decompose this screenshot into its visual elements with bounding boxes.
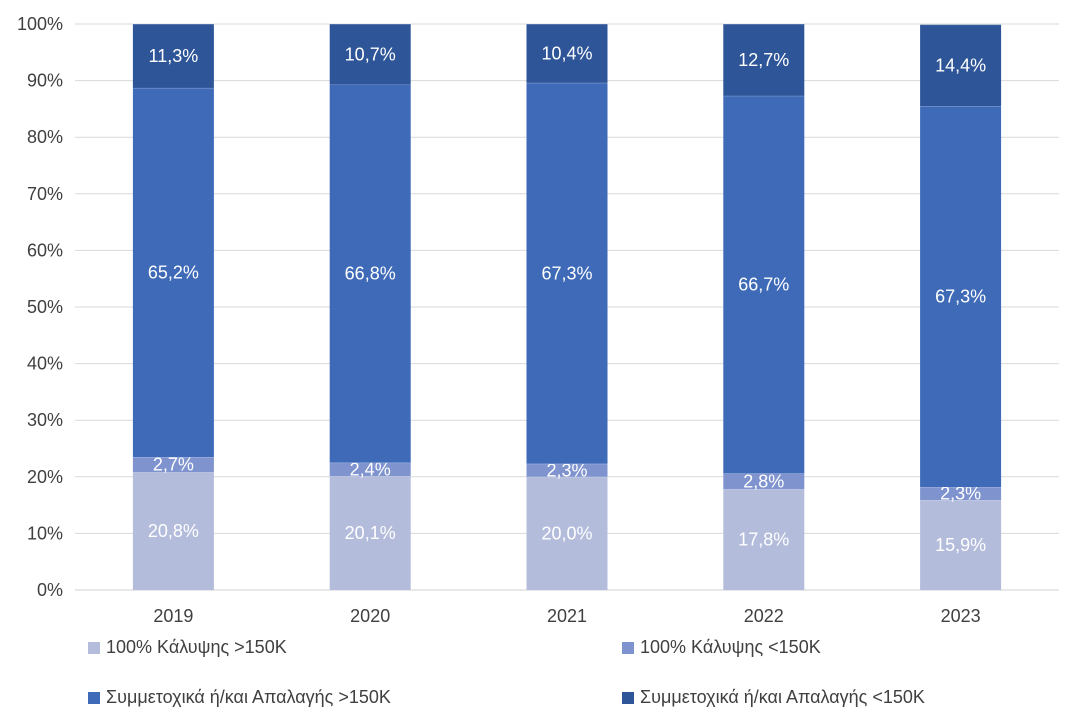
data-label: 2,3% [940,483,981,503]
x-tick-label: 2019 [153,606,193,626]
bar-segment [329,462,411,477]
y-tick-label: 80% [27,127,63,147]
bar-segment [132,24,214,88]
data-label: 2,4% [350,459,391,479]
data-label: 20,0% [541,523,592,543]
y-tick-label: 90% [27,71,63,91]
data-label: 65,2% [148,262,199,282]
bar-segment [526,463,608,477]
bar-segment [920,500,1002,590]
data-label: 2,3% [546,460,587,480]
y-tick-label: 100% [17,14,63,34]
bar-segment [526,82,608,464]
data-label: 67,3% [541,263,592,283]
y-tick-label: 30% [27,410,63,430]
bar-segment [132,472,214,590]
y-tick-label: 40% [27,354,63,374]
x-tick-label: 2023 [941,606,981,626]
bar-segment [920,486,1002,501]
bar-segment [723,489,805,590]
bar-segment [329,84,411,463]
data-label: 20,8% [148,521,199,541]
bar-segment [723,473,805,490]
bar-segment [526,476,608,590]
data-label: 2,8% [743,471,784,491]
data-label: 10,4% [541,43,592,63]
data-label: 15,9% [935,535,986,555]
data-label: 10,7% [345,44,396,64]
bar-segment [723,24,805,96]
x-tick-label: 2022 [744,606,784,626]
bar-segment [920,24,1002,107]
data-label: 2,7% [153,455,194,475]
data-label: 14,4% [935,55,986,75]
y-tick-label: 20% [27,467,63,487]
bar-segment [132,87,214,457]
data-label: 17,8% [738,530,789,550]
y-tick-label: 10% [27,523,63,543]
x-tick-label: 2020 [350,606,390,626]
y-tick-label: 70% [27,184,63,204]
data-label: 20,1% [345,523,396,543]
y-tick-label: 50% [27,297,63,317]
y-tick-label: 0% [37,580,63,600]
bar-segment [920,106,1002,487]
y-tick-label: 60% [27,240,63,260]
bar-segment [329,476,411,590]
bar-segment [526,24,608,83]
bar-segment [132,456,214,473]
x-tick-label: 2021 [547,606,587,626]
data-label: 12,7% [738,50,789,70]
data-label: 66,7% [738,275,789,295]
data-label: 11,3% [149,46,199,66]
bar-segment [723,95,805,474]
data-label: 66,8% [345,264,396,284]
bar-segment [329,24,411,85]
data-label: 67,3% [935,287,986,307]
